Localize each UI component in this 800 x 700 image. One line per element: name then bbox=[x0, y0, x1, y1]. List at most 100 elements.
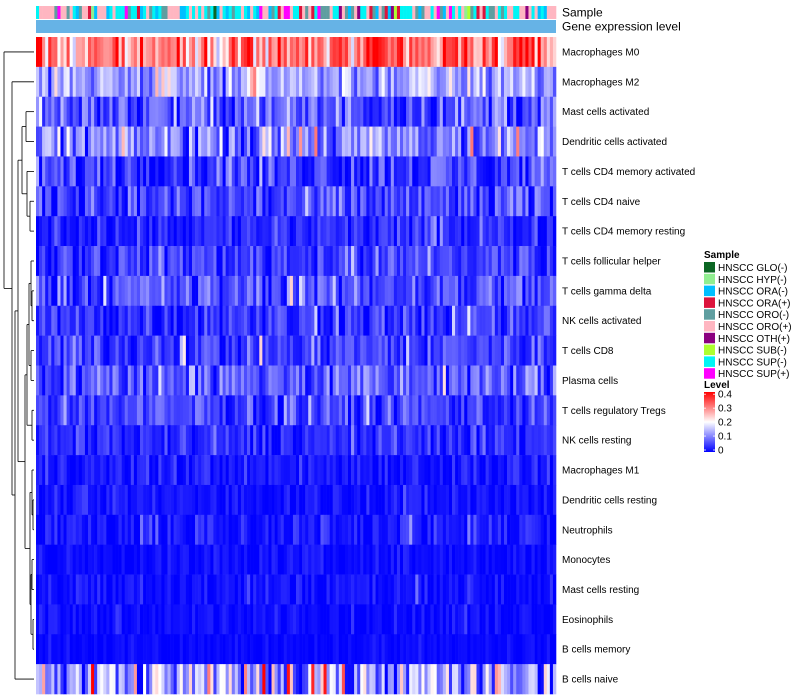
heatmap-cell bbox=[366, 544, 370, 575]
sample-annotation-cell bbox=[149, 6, 153, 19]
heatmap-cell bbox=[274, 484, 278, 516]
heatmap-cell bbox=[60, 425, 64, 456]
heatmap-cell bbox=[335, 335, 340, 366]
heatmap-cell bbox=[329, 455, 334, 486]
heatmap-cell bbox=[173, 37, 178, 68]
heatmap-cell bbox=[250, 484, 254, 516]
heatmap-cell bbox=[439, 335, 444, 366]
heatmap-cell bbox=[289, 246, 294, 277]
heatmap-cell bbox=[360, 156, 364, 187]
heatmap-cell bbox=[170, 574, 174, 605]
heatmap-cell bbox=[363, 604, 367, 635]
sample-annotation-cell bbox=[507, 6, 511, 19]
heatmap-cell bbox=[366, 37, 370, 68]
heatmap-cell bbox=[522, 544, 526, 575]
heatmap-cell bbox=[133, 634, 138, 665]
heatmap-cell bbox=[231, 126, 236, 157]
heatmap-cell bbox=[354, 544, 358, 575]
heatmap-cell bbox=[552, 37, 557, 68]
heatmap-cell bbox=[149, 455, 153, 486]
heatmap-cell bbox=[100, 96, 104, 127]
heatmap-cell bbox=[305, 455, 309, 486]
heatmap-cell bbox=[421, 275, 425, 307]
heatmap-cell bbox=[250, 514, 254, 545]
heatmap-cell bbox=[216, 574, 220, 605]
heatmap-cell bbox=[504, 246, 508, 277]
sample-annotation-cell bbox=[39, 6, 43, 19]
heatmap-cell bbox=[332, 604, 337, 635]
heatmap-cell bbox=[320, 425, 324, 456]
heatmap-cell bbox=[470, 156, 474, 187]
heatmap-cell bbox=[149, 96, 153, 127]
heatmap-cell bbox=[225, 275, 230, 307]
heatmap-cell bbox=[247, 574, 251, 605]
heatmap-cell bbox=[97, 335, 101, 366]
row-label: B cells memory bbox=[562, 645, 630, 656]
heatmap-cell bbox=[332, 66, 337, 98]
heatmap-cell bbox=[549, 664, 554, 695]
heatmap-cell bbox=[133, 574, 138, 605]
heatmap-cell bbox=[455, 37, 459, 68]
heatmap-cell bbox=[158, 514, 162, 545]
heatmap-cell bbox=[467, 37, 471, 68]
heatmap-cell bbox=[173, 246, 178, 277]
heatmap-cell bbox=[262, 186, 266, 217]
heatmap-cell bbox=[42, 514, 46, 545]
heatmap-cell bbox=[103, 395, 107, 426]
heatmap-cell bbox=[375, 634, 379, 665]
heatmap-cell bbox=[103, 664, 107, 695]
heatmap-cell bbox=[473, 335, 477, 366]
heatmap-cell bbox=[182, 514, 187, 545]
heatmap-cell bbox=[470, 126, 474, 157]
heatmap-cell bbox=[348, 365, 352, 396]
heatmap-cell bbox=[231, 365, 236, 396]
heatmap-cell bbox=[519, 246, 523, 277]
heatmap-cell bbox=[415, 544, 419, 575]
heatmap-cell bbox=[152, 96, 156, 127]
heatmap-cell bbox=[464, 37, 468, 68]
row-label: T cells regulatory Tregs bbox=[562, 406, 666, 417]
heatmap-cell bbox=[485, 484, 490, 516]
heatmap-cell bbox=[296, 574, 300, 605]
heatmap-cell bbox=[228, 156, 233, 187]
gene-expression-annotation-bar bbox=[36, 20, 556, 33]
heatmap-cell bbox=[344, 186, 349, 217]
heatmap-cell bbox=[546, 544, 551, 575]
heatmap-cell bbox=[546, 395, 551, 426]
heatmap-cell bbox=[155, 275, 159, 307]
heatmap-cell bbox=[167, 634, 171, 665]
heatmap-cell bbox=[491, 514, 496, 545]
heatmap-cell bbox=[393, 574, 398, 605]
heatmap-cell bbox=[106, 216, 110, 247]
heatmap-cell bbox=[448, 246, 453, 277]
heatmap-cell bbox=[207, 425, 211, 456]
heatmap-cell bbox=[427, 246, 431, 277]
heatmap-cell bbox=[88, 514, 92, 545]
heatmap-cell bbox=[207, 186, 211, 217]
heatmap-cell bbox=[124, 634, 129, 665]
heatmap-cell bbox=[292, 425, 297, 456]
heatmap-cell bbox=[234, 37, 239, 68]
heatmap-cell bbox=[452, 126, 456, 157]
sample-annotation-cell bbox=[268, 6, 272, 19]
heatmap-cell bbox=[277, 126, 282, 157]
heatmap-cell bbox=[51, 365, 55, 396]
heatmap-cell bbox=[195, 246, 199, 277]
heatmap-cell bbox=[424, 395, 428, 426]
heatmap-cell bbox=[222, 544, 226, 575]
heatmap-cell bbox=[66, 246, 70, 277]
heatmap-cell bbox=[314, 246, 318, 277]
heatmap-cell bbox=[237, 37, 242, 68]
heatmap-cell bbox=[66, 216, 70, 247]
heatmap-cell bbox=[537, 37, 542, 68]
heatmap-cell bbox=[286, 216, 291, 247]
heatmap-cell bbox=[179, 604, 184, 635]
heatmap-cell bbox=[455, 96, 459, 127]
heatmap-cell bbox=[133, 275, 138, 307]
heatmap-cell bbox=[433, 275, 438, 307]
heatmap-cell bbox=[253, 305, 257, 336]
heatmap-cell bbox=[390, 455, 395, 486]
heatmap-cell bbox=[455, 66, 459, 98]
heatmap-cell bbox=[121, 664, 126, 695]
heatmap-cell bbox=[494, 305, 499, 336]
